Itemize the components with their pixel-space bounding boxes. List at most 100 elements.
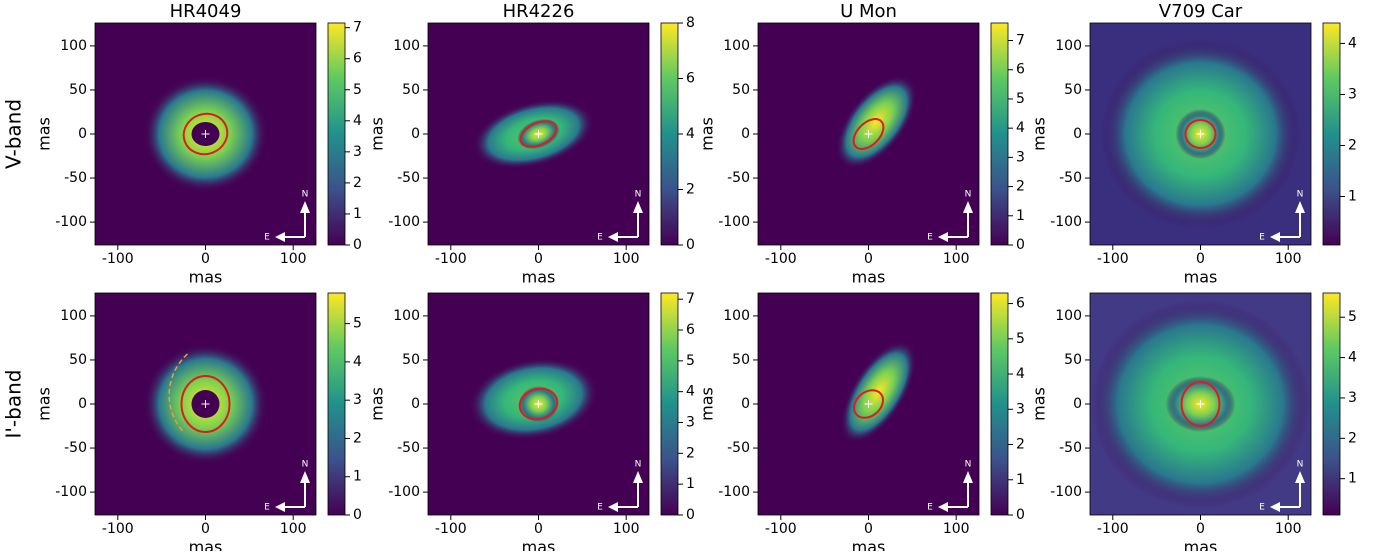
x-tick-label: -100: [1097, 521, 1129, 537]
x-tick-label: -100: [1097, 251, 1129, 267]
colorbar: [328, 23, 345, 245]
x-axis-label: mas: [852, 268, 886, 287]
x-tick-label: -100: [102, 251, 134, 267]
compass-east: E: [597, 503, 603, 513]
x-axis-label: mas: [1184, 538, 1218, 552]
colorbar-tick-label: 6: [1016, 296, 1025, 312]
y-tick-label: 50: [402, 352, 420, 368]
x-axis-label: mas: [522, 538, 556, 552]
compass-east: E: [597, 233, 603, 243]
image: [95, 23, 316, 245]
compass-east: E: [264, 233, 270, 243]
panel-title: HR4226: [503, 1, 575, 22]
colorbar: [991, 293, 1008, 515]
image: [428, 23, 649, 245]
y-tick-label: -100: [718, 484, 750, 500]
x-tick-label: 0: [864, 521, 873, 537]
colorbar-tick-label: 1: [1016, 472, 1025, 488]
x-tick-label: 100: [1275, 521, 1302, 537]
y-tick-label: -100: [388, 214, 420, 230]
y-axis-label: mas: [368, 387, 387, 421]
colorbar-tick-label: 0: [686, 237, 695, 253]
x-axis-label: mas: [522, 268, 556, 287]
colorbar-tick-label: 3: [1348, 390, 1357, 406]
x-tick-label: 100: [280, 521, 307, 537]
y-tick-label: 0: [741, 396, 750, 412]
y-tick-label: -100: [55, 484, 87, 500]
y-tick-label: 100: [1055, 308, 1082, 324]
y-tick-label: 0: [1073, 396, 1082, 412]
colorbar-tick-label: 6: [686, 71, 695, 87]
compass-north: N: [965, 460, 972, 470]
image: [758, 293, 979, 515]
compass-east: E: [264, 503, 270, 513]
colorbar: [661, 23, 678, 245]
colorbar-tick-label: 2: [1016, 179, 1025, 195]
x-axis-label: mas: [1184, 268, 1218, 287]
y-tick-label: -50: [64, 170, 87, 186]
y-tick-label: 0: [411, 126, 420, 142]
y-tick-label: -50: [1059, 440, 1082, 456]
x-tick-label: 0: [201, 521, 210, 537]
colorbar-tick-label: 2: [1348, 137, 1357, 153]
y-tick-label: 100: [393, 38, 420, 54]
x-tick-label: 100: [613, 521, 640, 537]
x-tick-label: 0: [1196, 251, 1205, 267]
x-tick-label: 100: [1275, 251, 1302, 267]
colorbar-tick-label: 7: [1016, 33, 1025, 49]
colorbar-tick-label: 5: [1016, 91, 1025, 107]
colorbar: [1323, 23, 1340, 245]
y-tick-label: 0: [78, 126, 87, 142]
colorbar-tick-label: 3: [1348, 86, 1357, 102]
colorbar-tick-label: 1: [353, 469, 362, 485]
colorbar-tick-label: 0: [353, 507, 362, 523]
x-tick-label: 0: [864, 251, 873, 267]
y-tick-label: -50: [1059, 170, 1082, 186]
colorbar-tick-label: 0: [353, 237, 362, 253]
colorbar-tick-label: 5: [1016, 331, 1025, 347]
y-tick-label: 0: [411, 396, 420, 412]
colorbar-tick-label: 3: [353, 392, 362, 408]
y-axis-label: mas: [35, 117, 54, 151]
y-tick-label: -100: [388, 484, 420, 500]
compass-north: N: [302, 460, 309, 470]
y-tick-label: -100: [1050, 214, 1082, 230]
y-tick-label: 100: [723, 38, 750, 54]
colorbar-tick-label: 2: [1016, 437, 1025, 453]
colorbar-tick-label: 2: [353, 175, 362, 191]
row-label: I'-band: [2, 370, 26, 439]
y-axis-label: mas: [1030, 387, 1049, 421]
colorbar: [1323, 293, 1340, 515]
y-tick-label: 100: [723, 308, 750, 324]
colorbar-tick-label: 3: [353, 144, 362, 160]
colorbar-tick-label: 4: [353, 113, 362, 129]
x-axis-label: mas: [852, 538, 886, 552]
y-axis-label: mas: [698, 387, 717, 421]
y-tick-label: -100: [1050, 484, 1082, 500]
image: [758, 23, 979, 245]
compass-east: E: [927, 233, 933, 243]
x-tick-label: 100: [613, 251, 640, 267]
compass-north: N: [1297, 190, 1304, 200]
compass-east: E: [1259, 503, 1265, 513]
x-tick-label: 100: [280, 251, 307, 267]
row-label: V-band: [2, 99, 26, 169]
x-tick-label: -100: [765, 521, 797, 537]
colorbar-tick-label: 4: [1348, 350, 1357, 366]
colorbar-tick-label: 5: [353, 316, 362, 332]
colorbar-tick-label: 6: [686, 322, 695, 338]
y-tick-label: 0: [78, 396, 87, 412]
colorbar-tick-label: 3: [686, 415, 695, 431]
y-tick-label: -50: [64, 440, 87, 456]
y-tick-label: 50: [1064, 82, 1082, 98]
x-tick-label: -100: [435, 521, 467, 537]
colorbar-tick-label: 1: [1348, 189, 1357, 205]
y-tick-label: 0: [1073, 126, 1082, 142]
colorbar: [328, 293, 345, 515]
colorbar-tick-label: 5: [1348, 309, 1357, 325]
colorbar-tick-label: 1: [686, 476, 695, 492]
image: [95, 293, 316, 515]
colorbar-tick-label: 4: [1348, 35, 1357, 51]
colorbar-tick-label: 3: [1016, 149, 1025, 165]
